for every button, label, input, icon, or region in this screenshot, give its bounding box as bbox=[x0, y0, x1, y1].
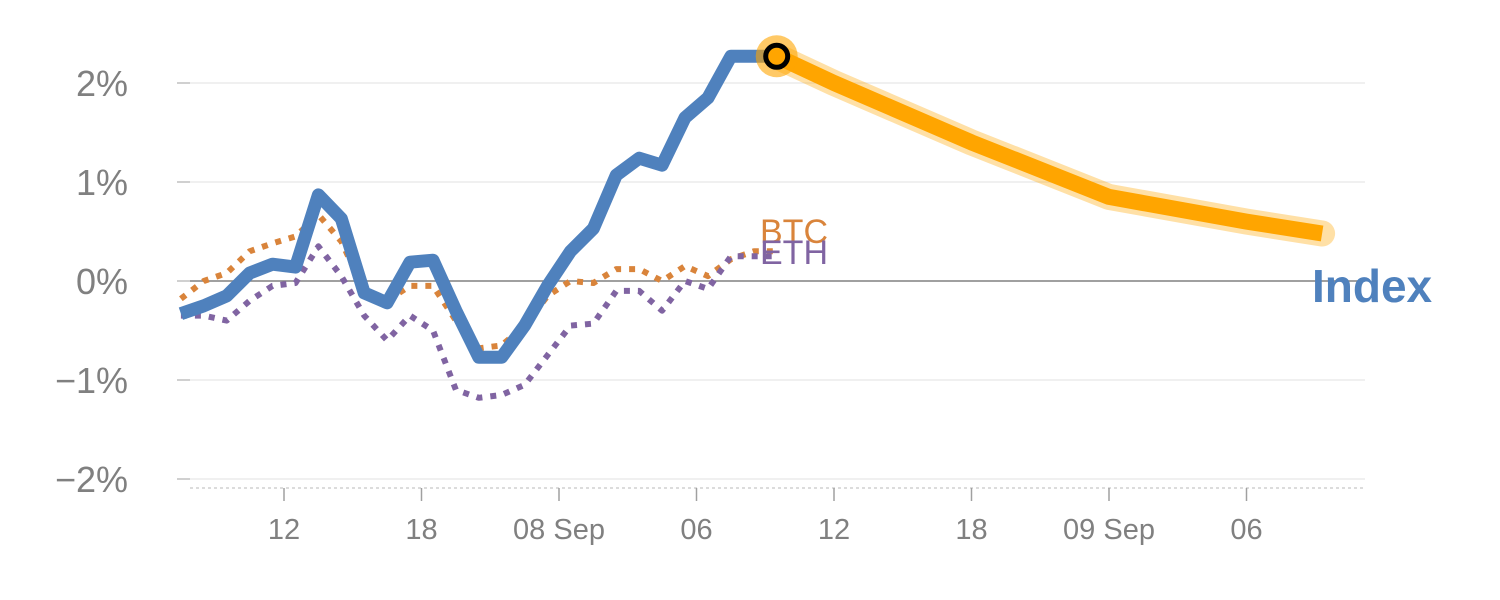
series-label-btc: BTC bbox=[760, 213, 828, 251]
series-lines bbox=[178, 35, 1336, 401]
x-tick-label: 08 Sep bbox=[513, 514, 605, 546]
series-line-index bbox=[178, 49, 777, 364]
x-tick-label: 06 bbox=[680, 514, 712, 546]
x-tick-label: 06 bbox=[1230, 514, 1262, 546]
series-label-eth: ETH bbox=[760, 234, 828, 272]
x-tick-label: 18 bbox=[955, 514, 987, 546]
series-line-eth bbox=[180, 243, 777, 401]
x-tick-label: 09 Sep bbox=[1063, 514, 1155, 546]
y-tick-label: 0% bbox=[76, 261, 128, 302]
y-tick-label: 1% bbox=[76, 162, 128, 203]
x-tick-label: 18 bbox=[405, 514, 437, 546]
y-tick-label: −1% bbox=[55, 360, 128, 401]
x-axis-ticks: 12 18 08 Sep 06 12 18 09 Sep 06 bbox=[190, 487, 1365, 546]
y-tick-label: −2% bbox=[55, 459, 128, 500]
series-label-index: Index bbox=[1312, 260, 1433, 312]
y-axis-ticks: 2% 1% 0% −1% −2% bbox=[55, 63, 190, 500]
x-tick-label: 12 bbox=[818, 514, 850, 546]
endpoint-marker bbox=[763, 42, 791, 70]
forecast-line bbox=[773, 49, 1324, 242]
x-tick-label: 12 bbox=[268, 514, 300, 546]
gridlines bbox=[190, 82, 1365, 480]
y-tick-label: 2% bbox=[76, 63, 128, 104]
